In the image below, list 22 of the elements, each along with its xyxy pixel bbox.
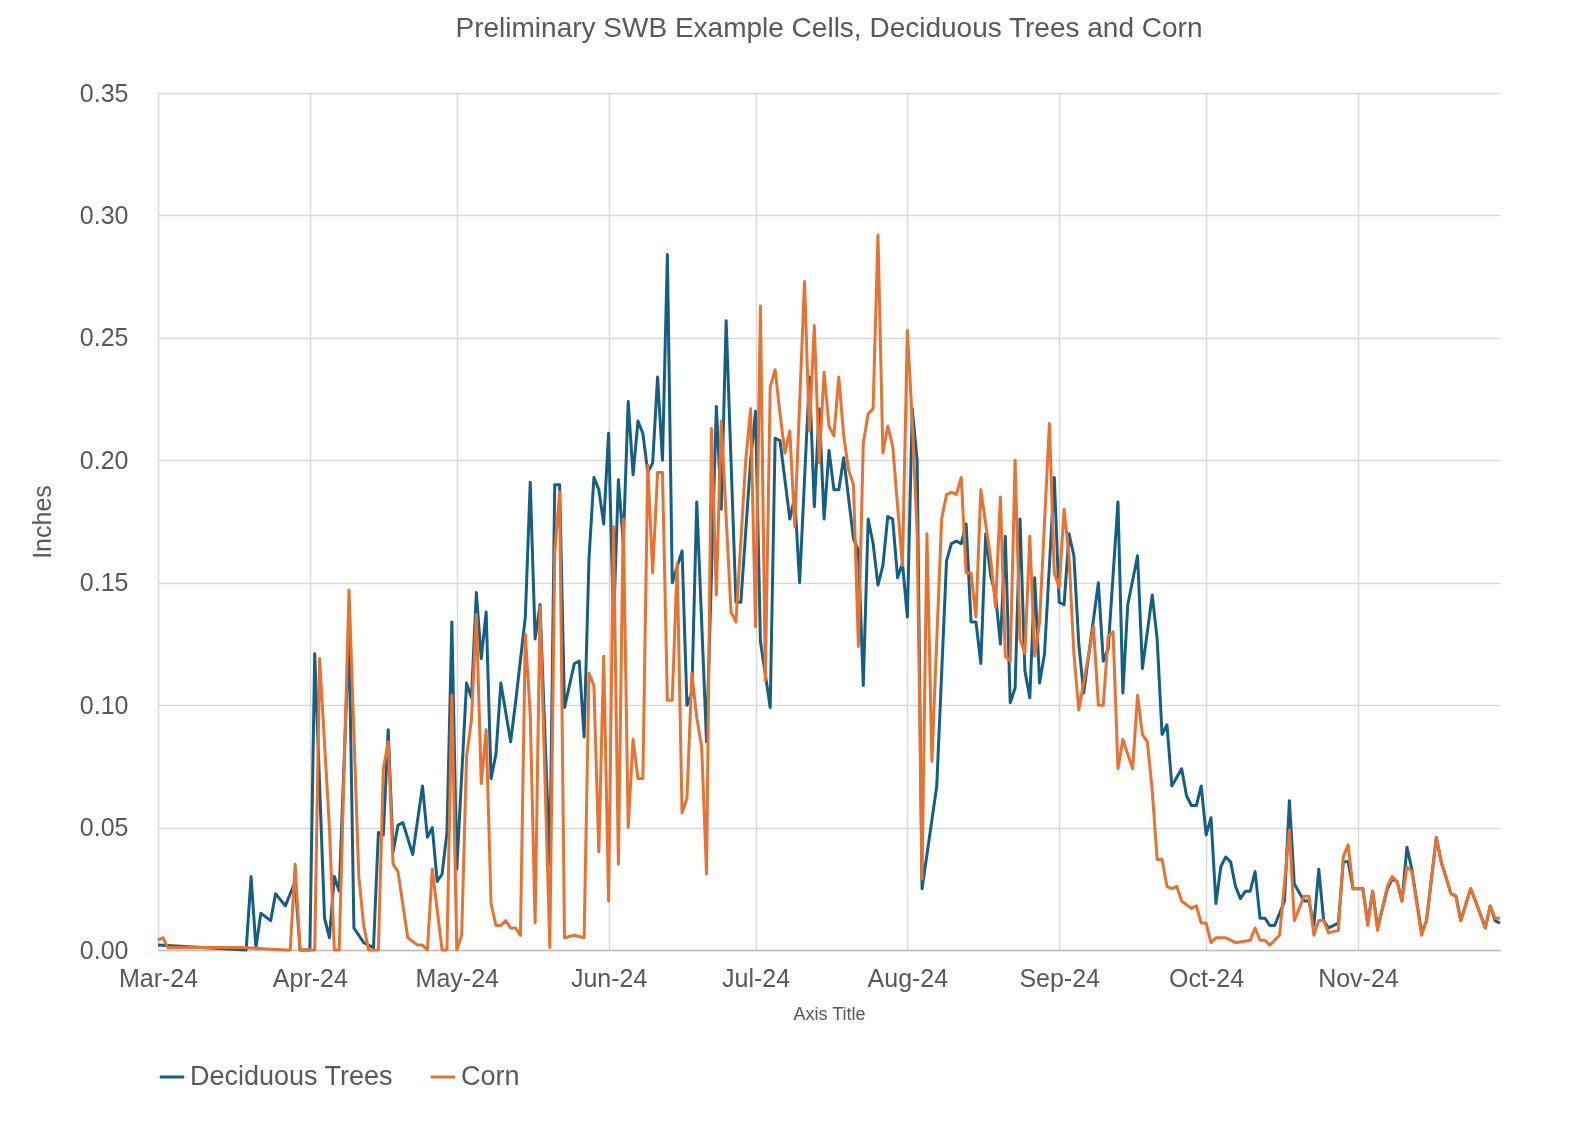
x-tick-label: Nov-24: [1318, 963, 1399, 992]
x-tick-label: Apr-24: [272, 963, 348, 992]
x-tick-label: Mar-24: [118, 963, 199, 992]
legend-label: Corn: [461, 1061, 520, 1091]
y-tick-label: 0.30: [79, 200, 129, 229]
y-tick-label: 0.20: [79, 445, 129, 474]
chart-title: Preliminary SWB Example Cells, Deciduous Trees and Corn: [455, 12, 1203, 43]
y-tick-label: 0.35: [79, 78, 129, 107]
legend-label: Deciduous Trees: [190, 1061, 393, 1091]
y-axis-title: Inches: [27, 485, 56, 559]
x-tick-label: Sep-24: [1019, 963, 1101, 992]
y-tick-label: 0.05: [79, 813, 129, 842]
x-tick-label: May-24: [415, 963, 500, 992]
x-axis-title: Axis Title: [793, 1003, 866, 1024]
x-tick-label: Oct-24: [1169, 963, 1245, 992]
y-tick-label: 0.10: [79, 690, 129, 719]
x-tick-label: Aug-24: [867, 963, 949, 992]
y-tick-label: 0.15: [79, 568, 129, 597]
y-tick-label: 0.25: [79, 323, 129, 352]
y-tick-label: 0.00: [79, 935, 129, 964]
x-tick-label: Jul-24: [721, 963, 791, 992]
x-tick-label: Jun-24: [570, 963, 648, 992]
